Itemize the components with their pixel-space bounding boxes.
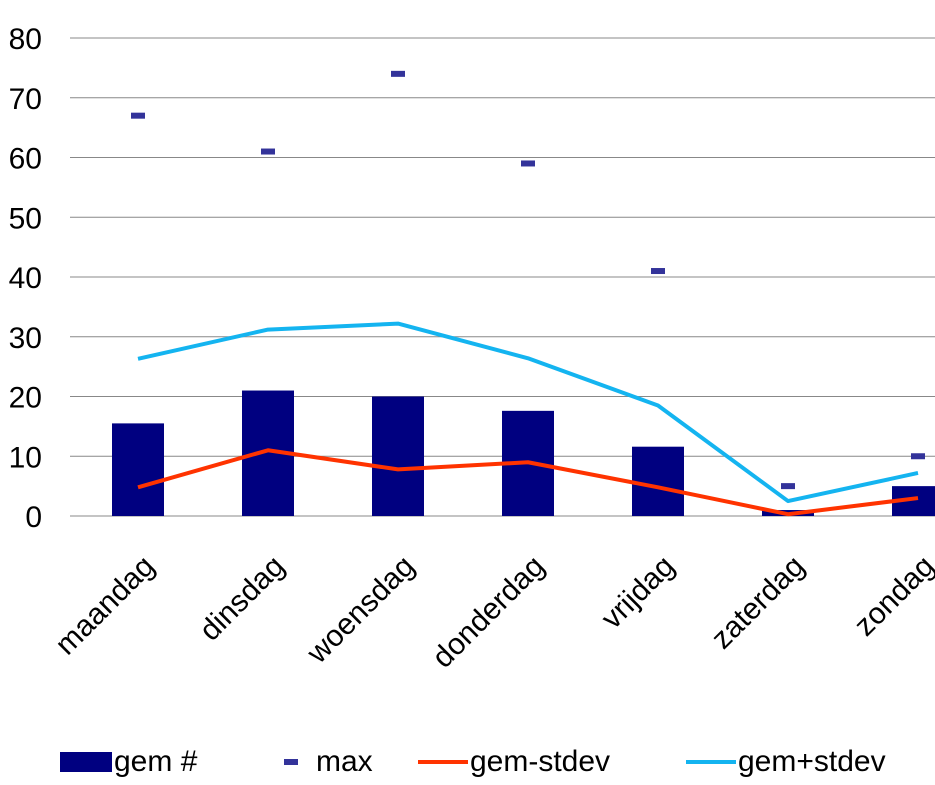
max-marker: [261, 148, 275, 155]
y-tick-label: 60: [9, 143, 42, 176]
gridlines: [70, 37, 935, 517]
legend-label-gem-plus-stdev: gem+stdev: [738, 745, 886, 778]
x-tick-label: woensdag: [300, 550, 421, 671]
y-tick-label: 80: [9, 23, 42, 56]
legend-swatch-gem-plus-stdev: [686, 760, 736, 764]
legend-swatch-gem: [60, 752, 112, 772]
legend-item-gem: gem #: [60, 740, 197, 784]
max-marker: [521, 160, 535, 167]
bar: [112, 423, 164, 516]
x-axis-ticks: maandag dinsdag woensdag donderdag vrijdag za…: [49, 550, 935, 675]
legend-item-gem-minus-stdev: gem-stdev: [418, 740, 610, 784]
y-axis-ticks: 0 10 20 30 40 50 60 70 80: [9, 23, 42, 534]
max-marker: [651, 268, 665, 275]
y-tick-label: 50: [9, 202, 42, 235]
max-marker: [131, 112, 145, 119]
x-tick-label: maandag: [49, 550, 161, 662]
line-series: [137, 321, 919, 517]
max-marker: [911, 453, 925, 460]
legend-label-gem: gem #: [114, 745, 198, 778]
max-marker: [391, 70, 405, 77]
y-tick-label: 30: [9, 322, 42, 355]
y-tick-label: 20: [9, 382, 42, 415]
y-tick-label: 0: [25, 501, 42, 534]
y-tick-label: 40: [9, 262, 42, 295]
chart: 0 10 20 30 40 50 60 70 80 maandag dinsdag woensdag…: [9, 23, 935, 675]
series-line: [137, 448, 919, 517]
legend-swatch-gem-minus-stdev: [418, 760, 468, 764]
legend-label-max: max: [316, 745, 373, 778]
max-marker: [781, 483, 795, 490]
legend-item-gem-plus-stdev: gem+stdev: [686, 740, 886, 784]
bar: [632, 446, 684, 516]
x-tick-label: donderdag: [426, 550, 551, 675]
x-tick-label: dinsdag: [193, 550, 291, 648]
legend: gem # max gem-stdev gem+stdev: [0, 740, 935, 784]
y-tick-label: 10: [9, 441, 42, 474]
y-tick-label: 70: [9, 83, 42, 116]
series-line: [137, 321, 919, 504]
bar: [372, 396, 424, 516]
max-markers: [131, 70, 925, 490]
legend-item-max: max: [276, 740, 373, 784]
legend-label-gem-minus-stdev: gem-stdev: [470, 745, 611, 778]
legend-swatch-max: [284, 759, 298, 765]
x-tick-label: zaterdag: [705, 550, 811, 656]
x-tick-label: vrijdag: [595, 550, 681, 636]
x-tick-label: zondag: [848, 550, 935, 643]
